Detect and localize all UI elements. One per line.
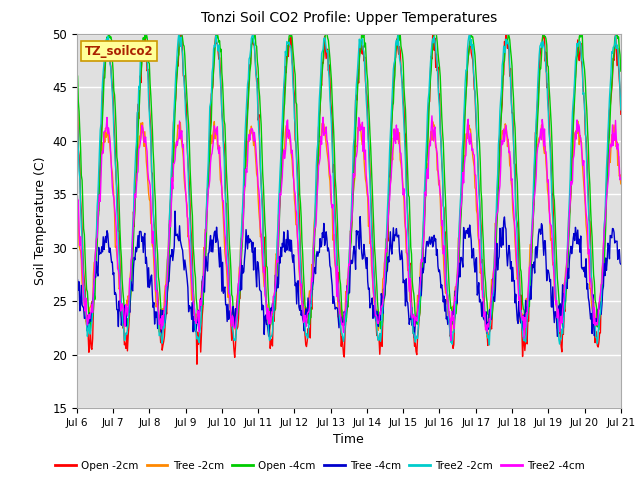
Open -4cm [342, 319, 349, 324]
Tree2 -4cm [428, 113, 436, 119]
Open -2cm [193, 361, 201, 367]
Open -2cm [342, 319, 349, 324]
Open -2cm [449, 336, 456, 342]
Tree2 -2cm [216, 76, 224, 82]
Line: Open -2cm: Open -2cm [77, 34, 621, 364]
Tree -4cm [216, 244, 224, 250]
Text: TZ_soilco2: TZ_soilco2 [85, 45, 154, 58]
Tree -4cm [568, 245, 576, 251]
Tree -4cm [449, 309, 456, 315]
X-axis label: Time: Time [333, 433, 364, 446]
Tree -2cm [574, 118, 582, 124]
Tree2 -4cm [449, 317, 456, 323]
Tree -4cm [394, 234, 402, 240]
Tree -2cm [568, 175, 575, 180]
Tree2 -2cm [486, 342, 493, 348]
Open -2cm [194, 329, 202, 335]
Tree2 -4cm [447, 337, 454, 343]
Tree -2cm [447, 320, 454, 326]
Tree2 -4cm [340, 313, 348, 319]
Tree -4cm [341, 312, 349, 318]
Tree -2cm [73, 184, 81, 190]
Open -4cm [449, 321, 456, 327]
Tree2 -2cm [73, 114, 81, 120]
Open -2cm [73, 89, 81, 95]
Title: Tonzi Soil CO2 Profile: Upper Temperatures: Tonzi Soil CO2 Profile: Upper Temperatur… [201, 12, 497, 25]
Y-axis label: Soil Temperature (C): Soil Temperature (C) [34, 156, 47, 285]
Tree2 -2cm [193, 336, 201, 342]
Tree -4cm [193, 320, 201, 326]
Legend: Open -2cm, Tree -2cm, Open -4cm, Tree -4cm, Tree2 -2cm, Tree2 -4cm: Open -2cm, Tree -2cm, Open -4cm, Tree -4… [51, 456, 589, 475]
Line: Tree2 -4cm: Tree2 -4cm [77, 116, 621, 340]
Open -4cm [106, 31, 113, 36]
Tree2 -2cm [341, 327, 349, 333]
Tree -4cm [171, 208, 179, 214]
Line: Tree -2cm: Tree -2cm [77, 121, 621, 337]
Tree2 -2cm [394, 32, 402, 38]
Open -2cm [568, 141, 576, 146]
Tree -4cm [411, 335, 419, 341]
Tree -4cm [617, 261, 625, 267]
Open -2cm [177, 31, 185, 36]
Tree2 -2cm [568, 109, 576, 115]
Tree2 -4cm [568, 179, 576, 185]
Tree2 -2cm [175, 31, 182, 36]
Line: Tree -4cm: Tree -4cm [77, 211, 621, 338]
Open -2cm [617, 111, 625, 117]
Open -2cm [217, 87, 225, 93]
Open -4cm [395, 38, 403, 44]
Tree -2cm [340, 317, 348, 323]
Tree -2cm [617, 181, 625, 187]
Tree2 -4cm [216, 144, 223, 150]
Tree2 -4cm [193, 321, 200, 326]
Tree -2cm [394, 130, 401, 135]
Tree -2cm [483, 334, 491, 340]
Tree2 -4cm [394, 136, 401, 142]
Open -4cm [217, 47, 225, 52]
Tree2 -2cm [617, 107, 625, 113]
Line: Tree2 -2cm: Tree2 -2cm [77, 34, 621, 345]
Tree2 -2cm [448, 339, 456, 345]
Open -4cm [73, 72, 81, 77]
Open -4cm [194, 314, 202, 320]
Tree2 -4cm [617, 175, 625, 181]
Open -4cm [568, 144, 576, 149]
Tree -4cm [73, 276, 81, 281]
Tree -2cm [193, 311, 200, 317]
Tree -2cm [216, 158, 223, 164]
Line: Open -4cm: Open -4cm [77, 34, 621, 331]
Open -4cm [617, 68, 625, 74]
Tree2 -4cm [73, 187, 81, 192]
Open -4cm [86, 328, 94, 334]
Open -2cm [395, 51, 403, 57]
